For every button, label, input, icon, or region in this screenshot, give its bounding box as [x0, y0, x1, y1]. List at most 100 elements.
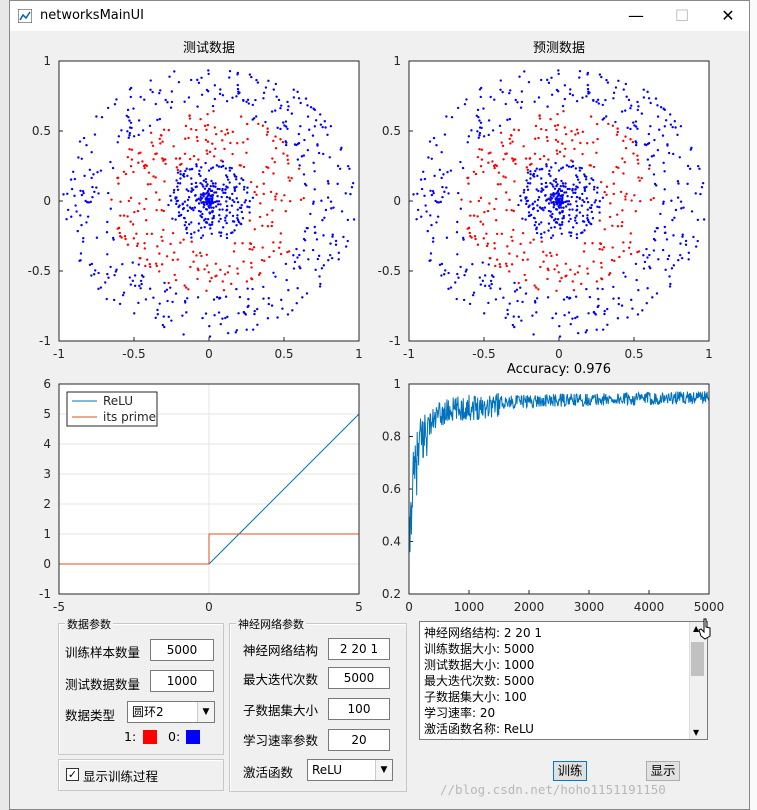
y-tick-label: 1 — [43, 54, 51, 68]
scatter-point — [581, 198, 584, 202]
scatter-point — [646, 287, 649, 290]
scatter-point — [664, 119, 668, 122]
scatter-point — [152, 296, 155, 299]
scatter-point — [239, 164, 243, 167]
scatter-point — [168, 75, 171, 78]
train-button[interactable]: 训练 — [553, 761, 587, 781]
scatter-point — [129, 196, 133, 200]
y-tick-label: -0.5 — [28, 264, 51, 278]
max-iter-input[interactable]: 5000 — [328, 667, 390, 689]
scatter-point — [241, 242, 244, 245]
scatter-point — [593, 201, 596, 204]
scatter-point — [284, 143, 288, 147]
scatter-point — [690, 146, 693, 150]
scatter-point — [658, 128, 661, 131]
scatter-point — [570, 195, 573, 199]
test-count-input[interactable]: 1000 — [150, 670, 214, 692]
scatter-point — [158, 198, 161, 202]
batch-size-label: 子数据集大小 — [243, 703, 319, 718]
scatter-point — [292, 267, 296, 270]
scroll-up-icon[interactable]: ▲ — [693, 624, 700, 633]
scatter-point — [646, 90, 649, 94]
scatter-point — [117, 182, 120, 185]
activation-select[interactable]: ReLU ▼ — [307, 759, 393, 781]
scatter-point — [572, 289, 576, 292]
scatter-point — [169, 286, 172, 289]
scatter-point — [79, 252, 83, 255]
scatter-point — [214, 191, 218, 194]
show-button[interactable]: 显示 — [646, 761, 680, 781]
scatter-point — [569, 234, 573, 238]
show-process-checkbox[interactable]: ✓ — [66, 768, 79, 781]
scatter-point — [573, 147, 576, 151]
scatter-point — [509, 134, 513, 137]
scatter-point — [261, 170, 265, 174]
scatter-point — [211, 142, 214, 145]
scatter-point — [79, 189, 82, 192]
scatter-point — [562, 214, 566, 218]
scatter-point — [566, 203, 570, 206]
scatter-point — [176, 171, 180, 174]
scatter-point — [548, 169, 551, 173]
maximize-button[interactable]: ☐ — [674, 6, 690, 25]
scatter-point — [221, 93, 225, 97]
scroll-thumb[interactable] — [691, 642, 704, 676]
scatter-point — [425, 210, 428, 213]
data-type-select[interactable]: 圆环2 ▼ — [127, 701, 215, 723]
scatter-point — [430, 157, 433, 161]
scatter-point — [272, 139, 275, 143]
scatter-point — [226, 178, 230, 181]
scroll-down-icon[interactable]: ▼ — [693, 728, 700, 737]
scatter-point — [566, 194, 569, 198]
scatter-point — [139, 151, 142, 154]
train-count-input[interactable]: 5000 — [150, 639, 214, 661]
scatter-point — [445, 186, 448, 189]
scatter-point — [73, 177, 77, 181]
scatter-point — [150, 232, 154, 236]
scatter-point — [564, 200, 567, 204]
mouse-cursor-icon — [698, 618, 711, 640]
scatter-point — [262, 182, 265, 185]
scatter-point — [323, 120, 326, 123]
scatter-point — [477, 136, 480, 139]
test-data-axes[interactable]: -1 -0.5 0 0.5 1 1 0.5 0 -0.5 -1 — [28, 54, 363, 361]
predicted-data-axes[interactable]: -1 -0.5 0 0.5 1 1 0.5 0 -0.5 -1 — [378, 54, 713, 361]
close-button[interactable]: ✕ — [721, 6, 735, 25]
scatter-point — [156, 313, 160, 316]
scatter-point — [542, 260, 545, 263]
scatter-point — [552, 179, 556, 182]
scatter-point — [129, 220, 132, 223]
scatter-point — [469, 200, 472, 203]
scatter-point — [426, 229, 429, 233]
scatter-point — [612, 192, 615, 196]
scatter-point — [90, 262, 94, 266]
y-tick-label: 0.8 — [382, 430, 401, 444]
scatter-point — [284, 210, 287, 213]
scatter-point — [137, 133, 140, 137]
scatter-point — [648, 164, 651, 167]
learning-rate-input[interactable]: 20 — [328, 729, 390, 751]
scatter-point — [570, 130, 573, 133]
scatter-point — [141, 160, 144, 163]
batch-size-input[interactable]: 100 — [328, 698, 390, 720]
scatter-point — [200, 254, 203, 258]
info-listbox[interactable]: 神经网络结构: 2 20 1 训练数据大小: 5000 测试数据大小: 1000 最大… — [419, 621, 708, 740]
scatter-point — [350, 186, 354, 189]
scatter-point — [554, 138, 558, 142]
accuracy-axes[interactable]: 0 1000 2000 3000 4000 5000 1 0.8 0.6 0.4 0.2 — [382, 377, 724, 614]
scatter-point — [208, 211, 212, 215]
scatter-point — [228, 76, 231, 79]
scatter-point — [547, 158, 550, 161]
scatter-point — [578, 265, 581, 268]
structure-input[interactable]: 2 20 1 — [328, 638, 390, 660]
scatter-point — [412, 193, 415, 196]
scatter-point — [586, 71, 590, 75]
scatter-point — [445, 115, 448, 118]
activation-axes[interactable]: -5 0 5 6 5 4 3 2 1 0 -1 ReLU its prime — [39, 377, 363, 614]
info-scrollbar[interactable]: ▲ ▼ — [689, 622, 707, 739]
scatter-point — [655, 292, 659, 295]
minimize-button[interactable]: — — [628, 6, 644, 25]
scatter-point — [622, 139, 625, 143]
scatter-point — [122, 170, 126, 173]
scatter-point — [190, 221, 193, 224]
